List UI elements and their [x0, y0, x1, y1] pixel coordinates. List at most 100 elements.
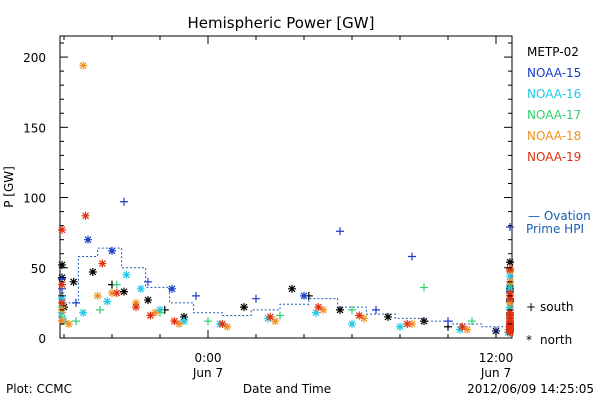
south-marker — [72, 298, 80, 307]
ovation-line — [61, 247, 511, 333]
north-marker — [506, 317, 514, 326]
marker-key-south-symbol: + — [526, 300, 536, 314]
north-marker — [240, 303, 248, 312]
y-tick-label: 0 — [38, 332, 46, 346]
north-marker — [58, 298, 66, 307]
legend-item: METP-02 — [527, 45, 579, 59]
north-marker — [506, 298, 514, 307]
ovation-label-line1: — Ovation — [528, 209, 591, 223]
y-tick-label: 200 — [23, 51, 46, 65]
north-marker — [79, 61, 88, 70]
north-marker — [408, 319, 416, 328]
north-marker — [506, 258, 514, 267]
x-tick-date-label: Jun 7 — [480, 366, 511, 380]
north-marker — [58, 260, 66, 269]
north-marker — [266, 312, 275, 321]
north-marker — [180, 312, 188, 321]
north-marker — [420, 317, 428, 326]
ovation-hpi-line — [61, 247, 511, 333]
south-marker — [276, 311, 284, 320]
south-marker — [112, 280, 121, 289]
marker-key-south-label: south — [540, 300, 574, 314]
north-marker — [384, 312, 392, 321]
north-marker — [396, 322, 404, 331]
north-marker — [319, 305, 328, 314]
north-marker — [136, 284, 145, 293]
north-marker — [355, 311, 364, 320]
south-marker — [444, 317, 452, 326]
north-marker — [108, 246, 116, 255]
north-marker — [108, 289, 116, 298]
south-marker — [372, 305, 380, 314]
north-marker — [336, 305, 344, 314]
north-marker — [69, 277, 78, 286]
north-marker — [58, 225, 66, 234]
north-marker — [463, 325, 472, 334]
series-noaa-19 — [58, 211, 514, 337]
footer-timestamp: 2012/06/09 14:25:05 — [467, 382, 594, 396]
north-marker — [112, 289, 121, 298]
north-marker — [79, 308, 88, 317]
y-axis-ticks: 0 50 100 150 200 — [23, 42, 512, 346]
north-marker — [506, 311, 514, 320]
north-marker — [146, 311, 155, 320]
x-tick-time-label: 12:00 — [479, 351, 514, 365]
south-marker — [204, 317, 212, 326]
south-marker — [144, 277, 152, 286]
north-marker — [506, 289, 514, 298]
legend: METP-02 NOAA-15 NOAA-16 NOAA-17 NOAA-18 NOAA-… — [527, 45, 581, 164]
x-tick-time-label: 0:00 — [195, 351, 222, 365]
south-marker — [252, 294, 260, 303]
legend-item: NOAA-15 — [527, 66, 581, 80]
series-noaa-16 — [58, 266, 514, 337]
north-marker — [58, 294, 66, 303]
y-tick-label: 150 — [23, 121, 46, 135]
south-marker — [408, 252, 416, 261]
series-noaa-18 — [58, 61, 514, 337]
north-marker — [300, 291, 308, 300]
y-tick-label: 50 — [31, 262, 46, 276]
chart-title: Hemispheric Power [GW] — [188, 14, 375, 32]
north-marker — [288, 284, 296, 293]
north-marker — [312, 308, 320, 317]
data-markers — [58, 61, 514, 337]
north-marker — [98, 259, 107, 268]
legend-item: NOAA-18 — [527, 129, 581, 143]
south-marker — [336, 227, 344, 236]
north-marker — [170, 317, 179, 326]
x-axis-label: Date and Time — [243, 382, 331, 396]
north-marker — [264, 314, 272, 323]
north-marker — [506, 272, 514, 281]
north-marker — [103, 297, 112, 306]
north-marker — [348, 319, 356, 328]
north-marker — [458, 322, 467, 331]
south-marker — [506, 223, 514, 232]
north-marker — [151, 308, 160, 317]
north-marker — [175, 319, 184, 328]
north-marker — [168, 284, 176, 293]
north-marker — [84, 235, 92, 244]
north-marker — [314, 303, 323, 312]
north-marker — [506, 265, 514, 274]
north-marker — [122, 270, 131, 279]
north-marker — [88, 267, 97, 276]
south-marker — [72, 317, 80, 326]
south-marker — [468, 317, 476, 326]
north-marker — [223, 322, 232, 331]
legend-item: NOAA-19 — [527, 150, 581, 164]
north-marker — [64, 319, 73, 328]
south-marker — [192, 291, 200, 300]
south-marker — [96, 305, 104, 314]
series-metp-02 — [58, 258, 514, 337]
north-marker — [271, 317, 280, 326]
ovation-legend: — Ovation Prime HPI — [526, 209, 591, 236]
south-marker — [120, 197, 128, 206]
ovation-label-line2: Prime HPI — [526, 222, 584, 236]
y-tick-label: 100 — [23, 192, 46, 206]
legend-item: NOAA-17 — [527, 108, 581, 122]
plot-frame — [59, 35, 513, 339]
marker-key-north-label: north — [540, 333, 572, 347]
